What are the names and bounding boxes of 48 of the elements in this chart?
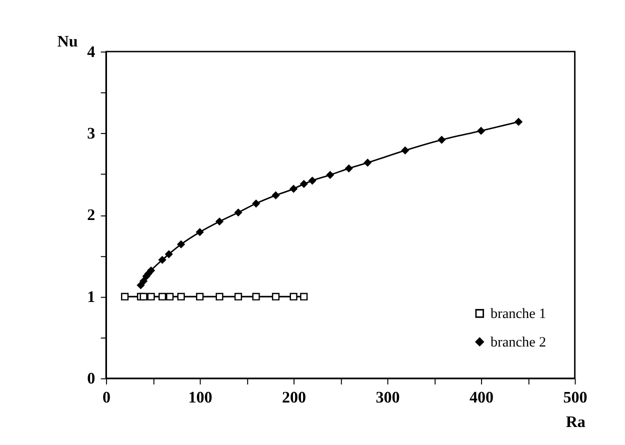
point: [140, 277, 148, 285]
point: [234, 208, 242, 216]
x-tick-label: 300: [376, 389, 400, 406]
y-tick-label: 2: [87, 207, 96, 224]
point: [177, 240, 185, 248]
point: [196, 228, 204, 236]
point: [147, 266, 155, 274]
point: [364, 158, 372, 166]
x-tick-label: 400: [469, 389, 494, 406]
point: [300, 292, 308, 300]
x-tick-label: 200: [282, 389, 306, 406]
x-axis-title: Ra: [566, 414, 586, 432]
point: [121, 292, 129, 300]
point: [196, 292, 204, 300]
point: [140, 292, 148, 300]
point: [272, 292, 280, 300]
point: [272, 192, 280, 200]
point: [158, 256, 166, 264]
y-tick-label: 1: [87, 288, 96, 306]
point: [326, 171, 334, 179]
point: [165, 250, 173, 258]
point: [438, 136, 446, 144]
point: [216, 218, 224, 226]
point: [477, 127, 485, 135]
y-tick-label: 0: [87, 370, 96, 388]
x-tick-label: 0: [102, 389, 111, 406]
x-tick-label: 500: [563, 389, 588, 406]
point: [290, 185, 298, 193]
legend-label: branche 1: [490, 306, 546, 322]
point: [300, 180, 308, 188]
point: [345, 164, 353, 172]
point: [290, 292, 298, 300]
point: [252, 200, 260, 208]
point: [158, 292, 166, 300]
point: [401, 146, 409, 154]
point: [177, 292, 185, 300]
point: [234, 292, 242, 300]
point: [147, 292, 155, 300]
y-tick-label: 3: [87, 125, 96, 142]
point: [252, 292, 260, 300]
legend-label: branche 2: [490, 334, 546, 351]
point: [514, 118, 522, 126]
point: [166, 292, 174, 300]
y-tick-label: 4: [87, 44, 96, 61]
point: [216, 292, 224, 300]
x-tick-label: 100: [188, 389, 212, 406]
y-axis-title: Nu: [57, 33, 78, 50]
point: [308, 176, 316, 184]
